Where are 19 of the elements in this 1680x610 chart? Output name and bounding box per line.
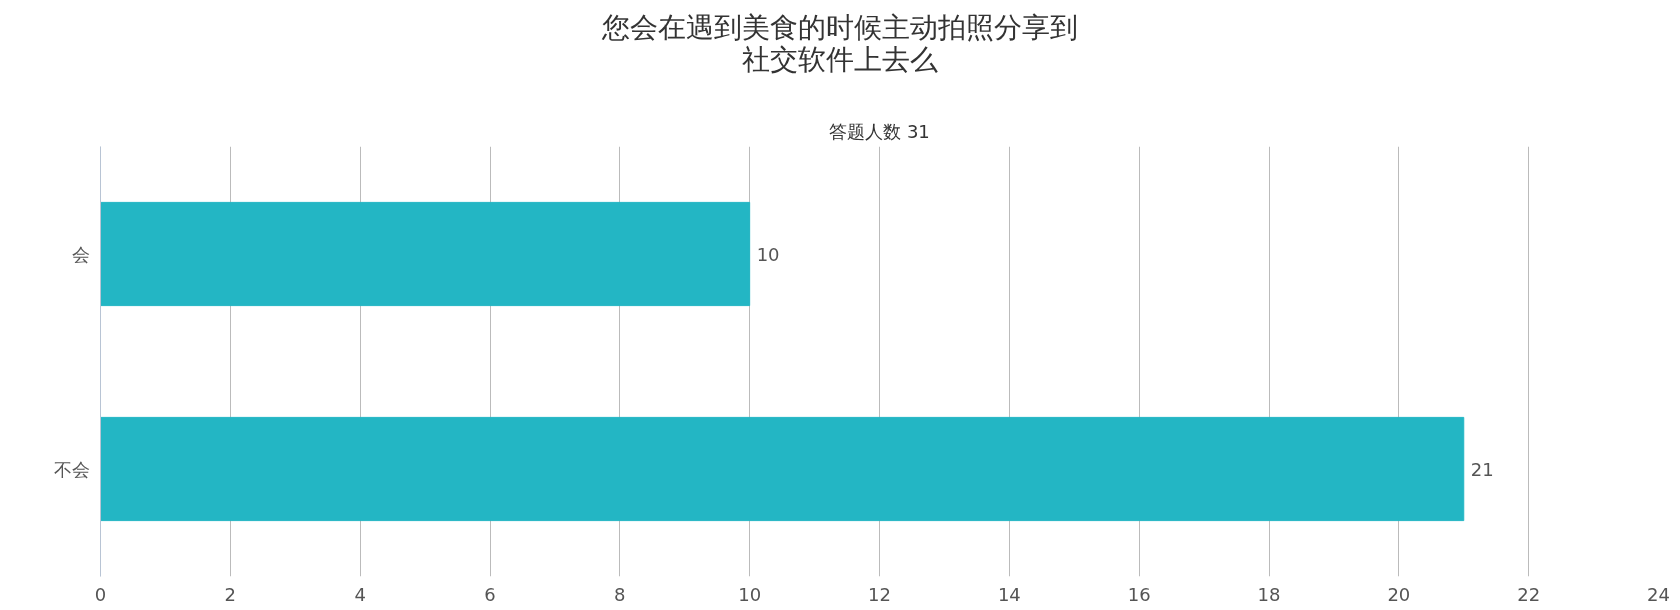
x-tick-label: 18 <box>1257 583 1281 605</box>
x-tick-label: 0 <box>94 583 107 605</box>
y-tick-label: 会 <box>71 243 90 265</box>
data-label: 10 <box>756 243 780 265</box>
chart-title: 您会在遇到美食的时候主动拍照分享到社交软件上去么 <box>601 11 1079 77</box>
x-tick-label: 8 <box>614 583 626 605</box>
x-tick-label: 10 <box>738 583 762 605</box>
x-tick-label: 2 <box>224 583 237 605</box>
y-tick-label: 不会 <box>53 458 90 480</box>
x-tick-label: 12 <box>868 583 891 605</box>
x-tick-label: 20 <box>1387 583 1411 605</box>
x-tick-label: 24 <box>1647 583 1670 605</box>
x-tick-label: 22 <box>1517 583 1541 605</box>
x-tick-label: 14 <box>997 583 1021 605</box>
x-tick-label: 16 <box>1127 583 1151 605</box>
data-label: 21 <box>1470 458 1494 480</box>
x-tick-label: 4 <box>354 583 366 605</box>
x-tick-label: 6 <box>484 583 496 605</box>
chart-subtitle: 答题人数 31 <box>829 120 930 142</box>
